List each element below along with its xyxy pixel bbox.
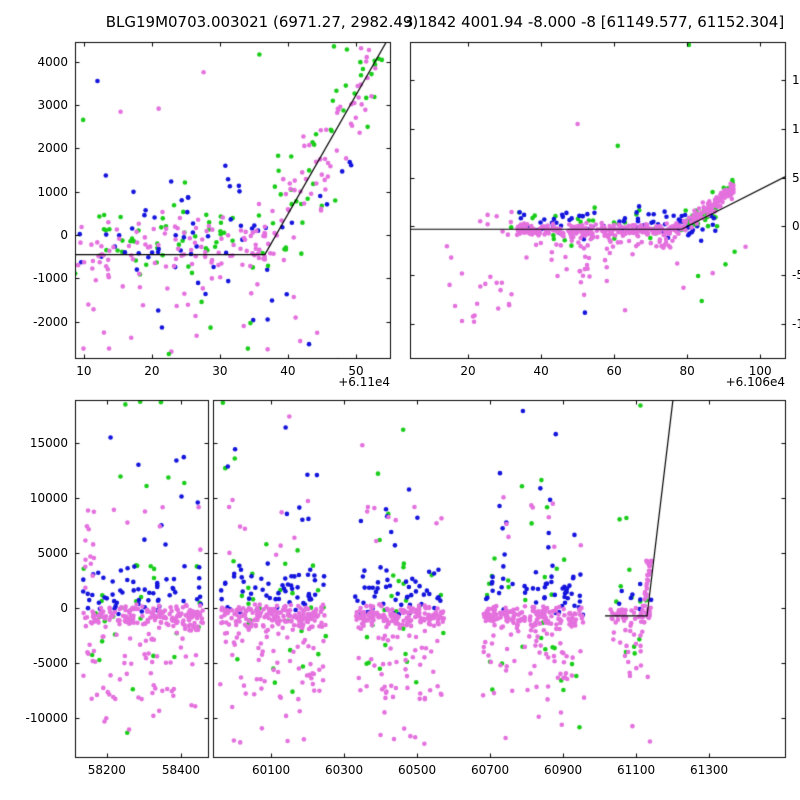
y-tick-label: 3000 — [37, 98, 68, 113]
x-tick-label: 60300 — [324, 763, 364, 777]
x-tick-label: 50 — [348, 364, 364, 378]
y-tick-label: 0 — [792, 219, 800, 234]
x-tick-label: 60 — [606, 364, 622, 378]
x-tick-label: 20 — [144, 364, 160, 378]
x-tick-label: 10 — [76, 364, 92, 378]
y-tick-label: 2000 — [37, 141, 68, 156]
x-tick-label: 61300 — [689, 763, 729, 777]
x-tick-label: 60900 — [543, 763, 583, 777]
x-tick-label: 80 — [679, 364, 695, 378]
x-tick-label: 60500 — [397, 763, 437, 777]
x-tick-label: 61100 — [616, 763, 656, 777]
y-tick-label: 0 — [60, 601, 68, 616]
x-tick-label: 58200 — [87, 763, 126, 777]
y-tick-label: 0 — [60, 228, 68, 243]
x-axis-offset-top-right: +6.106e4 — [725, 375, 785, 389]
x-tick-label: 60700 — [470, 763, 510, 777]
x-tick-label: 20 — [460, 364, 476, 378]
y-tick-label: -1000 — [33, 271, 68, 286]
y-tick-label: 10000 — [29, 491, 68, 506]
x-tick-label: 58400 — [161, 763, 201, 777]
y-tick-label: 15000 — [29, 435, 68, 450]
y-tick-label: -10000 — [25, 711, 68, 726]
y-tick-label: -10000 — [792, 316, 800, 331]
y-tick-label: 15000 — [792, 73, 800, 88]
x-tick-label: 30 — [212, 364, 228, 378]
x-axis-offset-top-left: +6.11e4 — [338, 375, 390, 389]
x-tick-label: 100 — [748, 364, 772, 378]
x-tick-label: 40 — [280, 364, 296, 378]
y-tick-label: -2000 — [33, 314, 68, 329]
x-tick-label: 60100 — [251, 763, 291, 777]
y-tick-label: 5000 — [37, 546, 68, 561]
y-tick-label: 5000 — [792, 170, 800, 185]
panel-top-right-title: 3 1842 4001.94 -8.000 -8 [61149.577, 611… — [403, 13, 785, 31]
y-tick-label: -5000 — [33, 656, 68, 671]
y-tick-label: 4000 — [37, 54, 68, 69]
panel-top-left-title: BLG19M0703.003021 (6971.27, 2982.49) — [105, 13, 419, 31]
y-tick-label: -5000 — [792, 268, 800, 283]
x-tick-label: 40 — [533, 364, 549, 378]
y-tick-label: 1000 — [37, 184, 68, 199]
y-tick-label: 10000 — [792, 121, 800, 136]
